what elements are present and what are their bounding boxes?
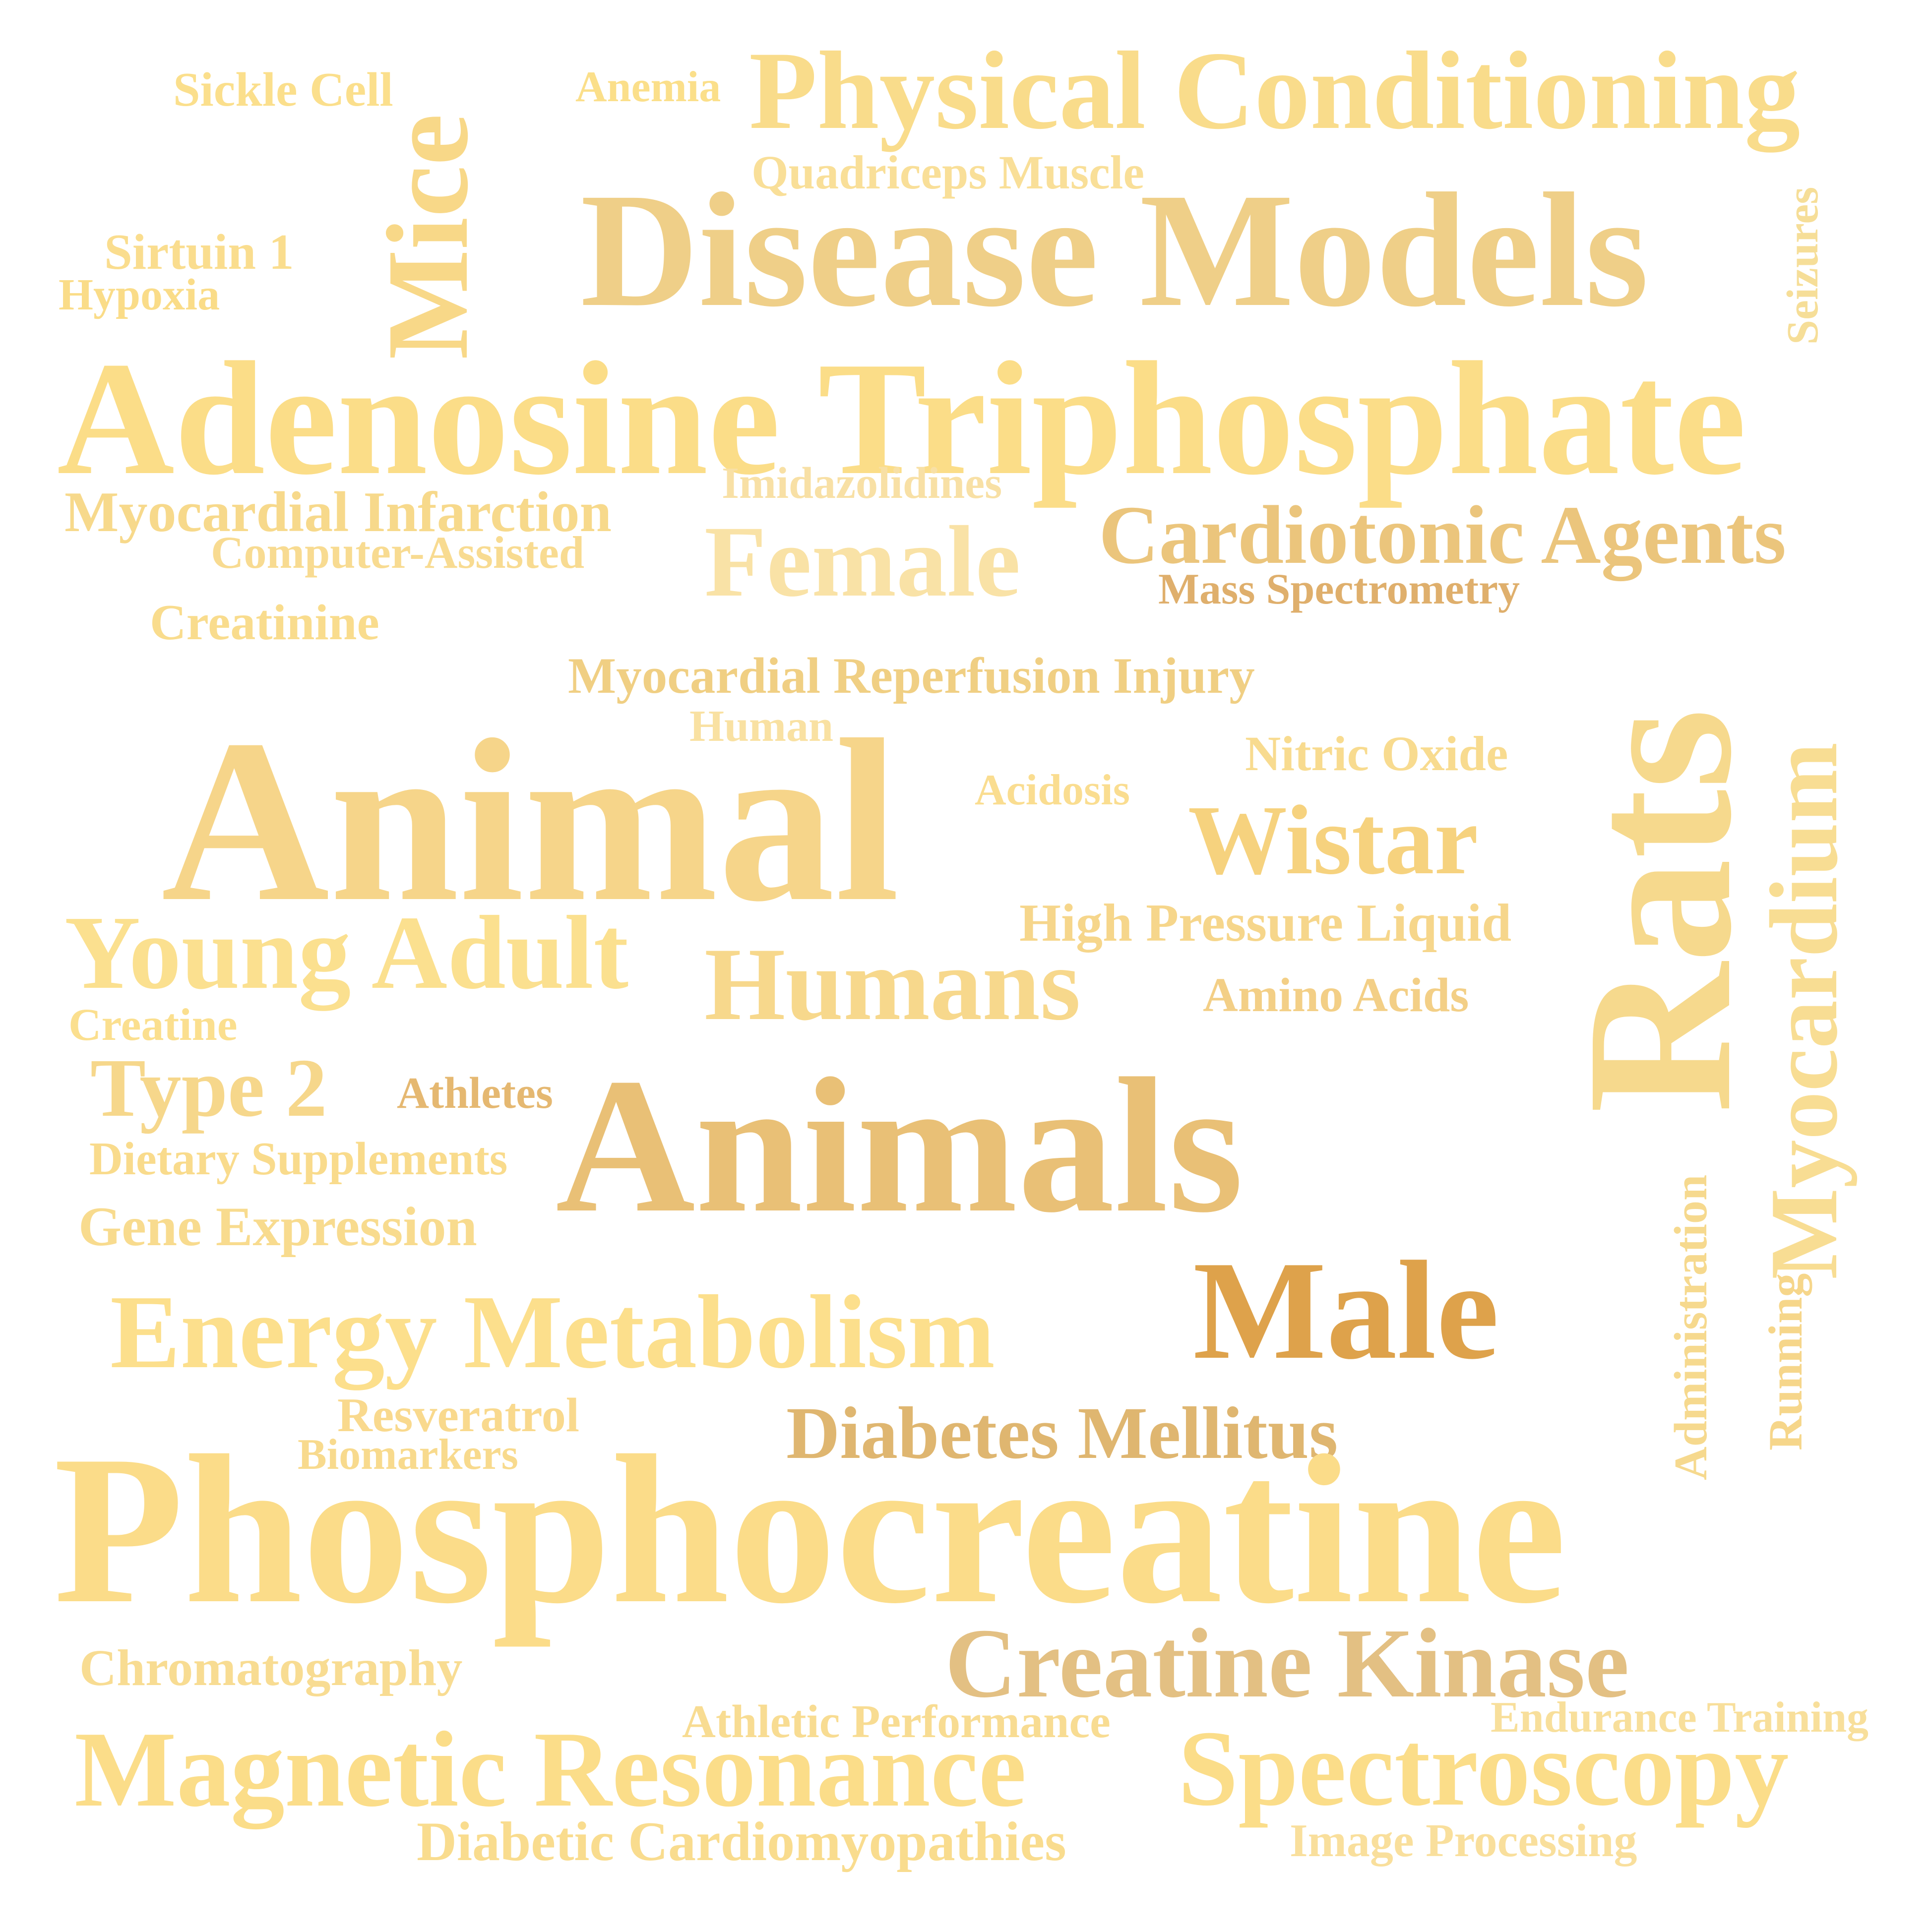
word-running: Running (1759, 1273, 1812, 1450)
word-sirtuin-1: Sirtuin 1 (104, 224, 294, 280)
word-wistar: Wistar (1188, 785, 1479, 895)
word-animal: Animal (161, 691, 900, 950)
word-diabetes-mellitus: Diabetes Mellitus (786, 1392, 1338, 1474)
word-gene-expression: Gene Expression (78, 1196, 477, 1258)
word-phosphocreatine: Phosphocreatine (54, 1412, 1566, 1648)
word-hypoxia: Hypoxia (59, 270, 220, 319)
word-biomarkers: Biomarkers (298, 1431, 518, 1479)
word-high-pressure-liquid: High Pressure Liquid (1019, 894, 1512, 953)
word-athletes: Athletes (397, 1069, 553, 1118)
word-energy-metabolism: Energy Metabolism (110, 1273, 996, 1390)
word-myocardial-infarction: Myocardial Infarction (64, 481, 612, 544)
word-anemia: Anemia (575, 63, 721, 111)
word-administration: Administration (1665, 1174, 1717, 1480)
word-mice: Mice (363, 114, 492, 360)
word-nitric-oxide: Nitric Oxide (1245, 726, 1508, 781)
word-cardiotonic-agents: Cardiotonic Agents (1099, 489, 1786, 581)
word-disease-models: Disease Models (580, 160, 1649, 341)
word-physical-conditioning: Physical Conditioning (749, 28, 1801, 152)
word-female: Female (704, 505, 1021, 618)
word-animals: Animals (556, 1038, 1244, 1253)
word-rats: Rats (1544, 708, 1774, 1113)
word-type-2: Type 2 (90, 1042, 327, 1134)
word-dietary-supplements: Dietary Supplements (89, 1133, 508, 1185)
word-amino-acids: Amino Acids (1203, 968, 1469, 1022)
word-magnetic-resonance: Magnetic Resonance (74, 1710, 1027, 1829)
word-image-processing: Image Processing (1290, 1815, 1637, 1867)
word-creatinine: Creatinine (150, 595, 379, 651)
word-quadriceps-muscle: Quadriceps Muscle (751, 146, 1144, 199)
word-acidosis: Acidosis (975, 766, 1130, 814)
word-endurance-training: Endurance Training (1491, 1693, 1869, 1742)
word-human: Human (689, 702, 834, 751)
word-young-adult: Young Adult (64, 894, 629, 1011)
word-chromatography: Chromatography (79, 1639, 463, 1696)
word-myocardium: Myocardium (1750, 742, 1858, 1279)
word-mass-spectrometry: Mass Spectrometry (1158, 565, 1520, 613)
word-myocardial-reperfusion-injury: Myocardial Reperfusion Injury (568, 648, 1255, 704)
word-athletic-performance: Athletic Performance (682, 1696, 1111, 1748)
word-creatine: Creatine (68, 999, 238, 1050)
word-adenosine-triphosphate: Adenosine Triphosphate (57, 328, 1746, 508)
word-resveratrol: Resveratrol (337, 1389, 579, 1442)
word-creatine-kinase: Creatine Kinase (945, 1609, 1629, 1718)
word-imidazolidines: Imidazolidines (722, 459, 1002, 508)
word-sickle-cell: Sickle Cell (173, 63, 393, 117)
word-humans: Humans (704, 927, 1081, 1042)
word-computer-assisted: Computer-Assisted (211, 527, 584, 578)
word-diabetic-cardiomyopathies: Diabetic Cardiomyopathies (417, 1811, 1066, 1872)
word-male: Male (1193, 1232, 1499, 1389)
word-spectroscopy: Spectroscopy (1178, 1709, 1789, 1828)
word-seizures: Seizures (1778, 186, 1827, 345)
